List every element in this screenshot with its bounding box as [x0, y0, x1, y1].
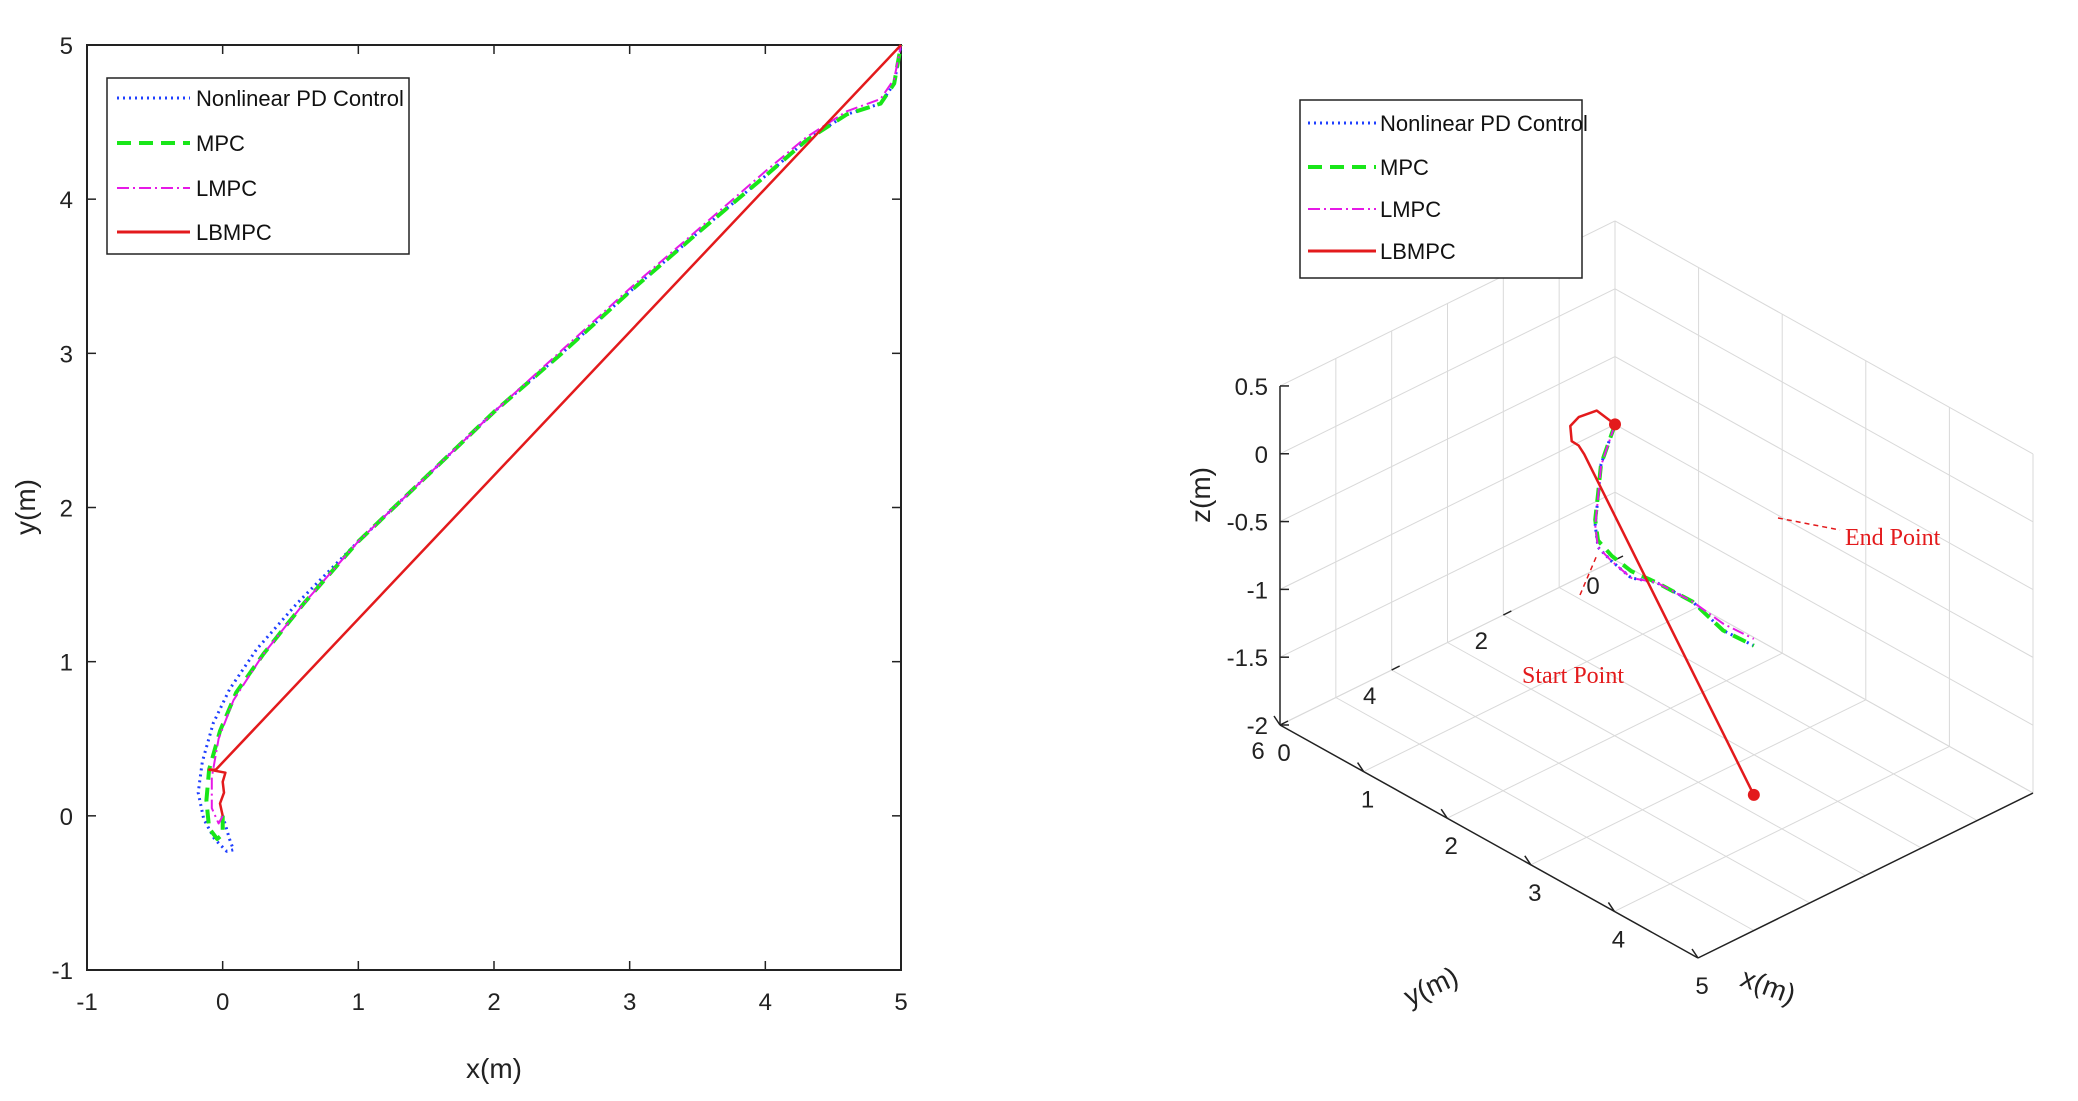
right-z-tick-label: -2	[1247, 713, 1268, 740]
left-y-tick-label: -1	[52, 958, 73, 985]
left-x-tick-label: 5	[894, 989, 907, 1016]
right-series-lbmpc	[1569, 409, 1755, 796]
right-z-tick-label: 0.5	[1235, 374, 1268, 401]
right-wall-grid-xz	[1614, 491, 2034, 726]
left-y-tick-label: 5	[60, 33, 73, 60]
left-x-axis-label: x(m)	[466, 1053, 522, 1084]
end-point-label: End Point	[1845, 525, 1941, 551]
right-floor-grid-y	[1447, 642, 1866, 876]
right-y-tick-label: 2	[1475, 628, 1488, 655]
start-point-label: Start Point	[1522, 663, 1624, 689]
left-y-tick-label: 4	[60, 187, 73, 214]
right-x-tick-mark	[1524, 855, 1532, 866]
left-series-mpc	[204, 44, 903, 841]
left-x-tick-label: -1	[76, 989, 97, 1016]
right-x-tick-label: 2	[1445, 833, 1458, 860]
right-x-axis-label: x(m)	[1737, 962, 1800, 1010]
right-z-axis-label: z(m)	[1185, 467, 1216, 523]
right-series-lmpc	[1594, 424, 1755, 640]
right-legend-label-lmpc: LMPC	[1380, 197, 1441, 222]
left-legend-label-mpc: MPC	[196, 131, 245, 156]
left-x-tick-label: 2	[487, 989, 500, 1016]
left-legend-box	[106, 77, 410, 255]
right-series-mpc	[1593, 423, 1755, 648]
left-legend-label-nonlinear-pd: Nonlinear PD Control	[196, 86, 404, 111]
start-point-leader	[1579, 554, 1598, 596]
right-y-tick-mark	[1502, 610, 1512, 616]
right-chart-3d: 0 1 2 3 4 5 0 2 4 6-2 -1.5 -1 -0.5 0 0.5 y(m) x(m) z(m…	[1185, 99, 2034, 1013]
right-wall-grid-xz	[1614, 220, 2034, 455]
right-legend: Nonlinear PD Control MPC LMPC LBMPC	[1299, 99, 1588, 279]
left-y-tick-label: 2	[60, 496, 73, 523]
right-legend-box	[1299, 99, 1583, 279]
right-y-axis-label: y(m)	[1399, 961, 1463, 1013]
left-x-tick-label: 1	[352, 989, 365, 1016]
right-wall-grid-xz	[1614, 559, 2034, 794]
right-wall-grid-xz	[1614, 288, 2034, 523]
right-wall-grid-xz	[1614, 356, 2034, 591]
right-y-tick-label: 6	[1251, 738, 1264, 765]
left-series-lbmpc	[207, 44, 902, 817]
left-legend-label-lmpc: LMPC	[196, 176, 257, 201]
right-y-tick-label: 4	[1363, 683, 1376, 710]
end-point-leader	[1777, 517, 1841, 531]
right-z-tick-label: -1	[1247, 577, 1268, 604]
right-x-tick-label: 0	[1277, 740, 1290, 767]
right-x-tick-mark	[1356, 762, 1365, 773]
right-y-tick-label: 0	[1586, 573, 1599, 600]
right-floor-grid-y	[1503, 614, 1922, 849]
end-point-marker	[1747, 788, 1760, 801]
left-y-tick-label: 1	[60, 650, 73, 677]
start-point-annotation: Start Point	[1522, 554, 1624, 689]
left-y-tick-label: 3	[60, 341, 73, 368]
right-x-tick-label: 4	[1612, 926, 1625, 953]
right-x-tick-mark	[1273, 715, 1281, 726]
right-z-tick-label: 0	[1255, 442, 1268, 469]
left-y-tick-label: 0	[60, 804, 73, 831]
right-x-axis-line	[1697, 792, 2034, 959]
right-x-tick-mark	[1440, 808, 1448, 819]
right-y-axis-line	[1279, 724, 1699, 959]
right-wall-grid-xz	[1614, 423, 2034, 658]
left-chart-2d: -1 0 1 2 3 4 5 -1 0 1 2 3 4 5 x(m) y(m) Nonlinear PD …	[10, 33, 908, 1084]
right-floor-grid-y	[1558, 587, 1978, 821]
right-x-tick-mark	[1607, 901, 1616, 912]
left-y-axis-label: y(m)	[10, 479, 41, 535]
right-floor-grid-y	[1335, 697, 1755, 931]
right-x-tick-label: 3	[1528, 880, 1541, 907]
right-x-tick-label: 1	[1361, 787, 1374, 814]
left-x-tick-label: 0	[216, 989, 229, 1016]
right-x-tick-label: 5	[1695, 973, 1708, 1000]
left-series-lmpc	[210, 44, 902, 825]
left-x-tick-label: 3	[623, 989, 636, 1016]
right-legend-label-nonlinear-pd: Nonlinear PD Control	[1380, 111, 1588, 136]
right-y-tick-mark	[1391, 665, 1401, 671]
right-z-tick-label: -0.5	[1227, 510, 1268, 537]
start-point-marker	[1609, 418, 1621, 431]
right-floor-grid-y	[1391, 669, 1810, 904]
left-legend-label-lbmpc: LBMPC	[196, 220, 272, 245]
left-legend: Nonlinear PD Control MPC LMPC LBMPC	[106, 77, 410, 255]
right-legend-label-lbmpc: LBMPC	[1380, 239, 1456, 264]
right-x-tick-mark	[1691, 948, 1699, 959]
end-point-annotation: End Point	[1777, 517, 1941, 551]
right-z-tick-label: -1.5	[1227, 645, 1268, 672]
left-x-tick-label: 4	[759, 989, 772, 1016]
right-legend-label-mpc: MPC	[1380, 155, 1429, 180]
right-series-nonlinear-pd-control	[1593, 423, 1755, 648]
